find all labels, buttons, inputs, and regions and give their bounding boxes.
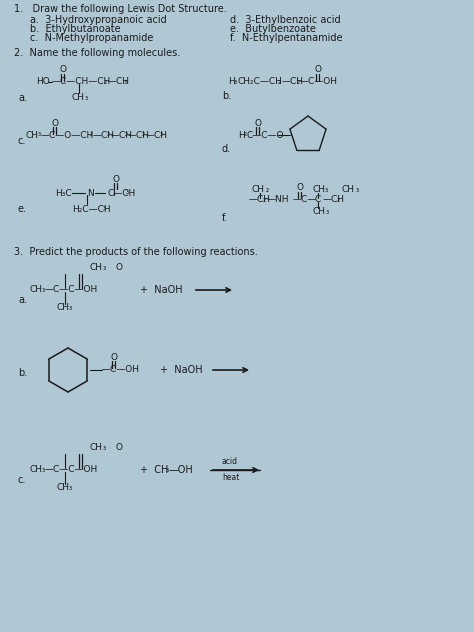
Text: HO: HO [36,78,50,87]
Text: —C—C—OH: —C—C—OH [45,466,98,475]
Text: a.  3-Hydroxypropanoic acid: a. 3-Hydroxypropanoic acid [30,15,167,25]
Text: —CH: —CH [93,130,115,140]
Text: C: C [315,195,321,205]
Text: 3.  Predict the products of the following reactions.: 3. Predict the products of the following… [14,247,258,257]
Text: —CH: —CH [128,130,150,140]
Text: —C—O—CH: —C—O—CH [41,130,94,140]
Text: ₃: ₃ [103,442,106,451]
Text: H₃C—: H₃C— [55,188,81,197]
Text: heat: heat [222,473,239,482]
Text: ₂: ₂ [278,76,281,85]
Text: b.: b. [18,368,27,378]
Text: b.  Ethylbutanoate: b. Ethylbutanoate [30,24,120,34]
Text: O: O [116,444,123,453]
Text: acid: acid [222,458,238,466]
Text: N: N [87,188,94,197]
Text: ₂: ₂ [125,130,128,138]
Text: C—CH: C—CH [108,188,136,197]
Text: ₂: ₂ [104,76,107,85]
Text: ₃: ₃ [126,188,129,197]
Text: CH: CH [57,303,70,312]
Text: O: O [52,119,58,128]
Text: —CH: —CH [146,130,168,140]
Text: O: O [297,183,303,193]
Text: —C—OH: —C—OH [300,78,338,87]
Text: ₃: ₃ [124,76,127,85]
Text: ₃: ₃ [356,185,359,193]
Text: O: O [112,174,119,183]
Text: 2.  Name the following molecules.: 2. Name the following molecules. [14,48,180,58]
Text: ₃: ₃ [326,207,329,216]
Text: —CH: —CH [282,78,304,87]
Text: —CH: —CH [249,195,271,205]
Text: ₃: ₃ [69,303,72,312]
Text: CH: CH [30,286,43,295]
Text: a.: a. [18,93,27,103]
Text: ₃: ₃ [103,262,106,272]
Text: f.  N-Ethylpentanamide: f. N-Ethylpentanamide [230,33,343,43]
Text: O: O [315,66,321,75]
Text: H: H [238,130,245,140]
Text: CH: CH [57,483,70,492]
Text: —CH: —CH [323,195,345,205]
Text: H₂C—CH: H₂C—CH [72,205,110,214]
Text: ₃: ₃ [69,482,72,492]
Text: ₃: ₃ [85,92,88,102]
Text: +  NaOH: + NaOH [160,365,202,375]
Text: CH: CH [313,207,326,217]
Text: b.: b. [222,91,231,101]
Text: ₂: ₂ [263,195,266,204]
Text: ₃: ₃ [325,185,328,193]
Text: ₂: ₂ [297,76,300,85]
Text: d.: d. [222,144,231,154]
Text: ₃: ₃ [42,284,45,293]
Text: ₃: ₃ [234,76,237,85]
Text: f.: f. [222,213,228,223]
Text: CH₂C—CH: CH₂C—CH [238,78,283,87]
Text: O: O [60,66,66,75]
Text: C—C—O—: C—C—O— [247,130,293,140]
Text: ₂: ₂ [337,195,340,204]
Text: ₃: ₃ [38,130,41,138]
Text: —CH: —CH [108,78,130,87]
Text: ₂: ₂ [142,130,145,138]
Text: CH: CH [30,466,43,475]
Text: —C—OH: —C—OH [102,365,140,375]
Text: —C—C—OH: —C—C—OH [45,286,98,295]
Text: CH: CH [342,186,355,195]
Text: —C—: —C— [293,195,317,205]
Text: ₃: ₃ [160,130,163,138]
Text: ₃: ₃ [42,465,45,473]
Text: 1.   Draw the following Lewis Dot Structure.: 1. Draw the following Lewis Dot Structur… [14,4,227,14]
Text: O: O [116,264,123,272]
Text: H: H [228,78,235,87]
Text: CH: CH [252,186,265,195]
Text: +  NaOH: + NaOH [140,285,182,295]
Text: —NH: —NH [267,195,290,205]
Text: ₃: ₃ [103,204,106,212]
Text: +  CH: + CH [140,465,168,475]
Text: e.  Butylbenzoate: e. Butylbenzoate [230,24,316,34]
Text: c.: c. [18,136,27,146]
Text: ₂: ₂ [107,130,110,138]
Text: CH: CH [90,264,103,272]
Text: —CH: —CH [111,130,133,140]
Text: c.: c. [18,475,27,485]
Text: a.: a. [18,295,27,305]
Text: ₂: ₂ [244,130,247,138]
Text: CH: CH [72,94,85,102]
Text: O: O [110,353,118,362]
Text: CH: CH [26,130,39,140]
Text: e.: e. [18,204,27,214]
Text: —OH: —OH [169,465,194,475]
Text: ₂: ₂ [90,130,93,138]
Text: d.  3-Ethylbenzoic acid: d. 3-Ethylbenzoic acid [230,15,341,25]
Text: —C—CH—CH: —C—CH—CH [52,78,111,87]
Text: CH: CH [313,186,326,195]
Text: CH: CH [90,444,103,453]
Text: ₃: ₃ [166,465,169,473]
Text: O: O [255,119,262,128]
Text: ₂: ₂ [266,185,269,193]
Text: c.  N-Methylpropanamide: c. N-Methylpropanamide [30,33,154,43]
